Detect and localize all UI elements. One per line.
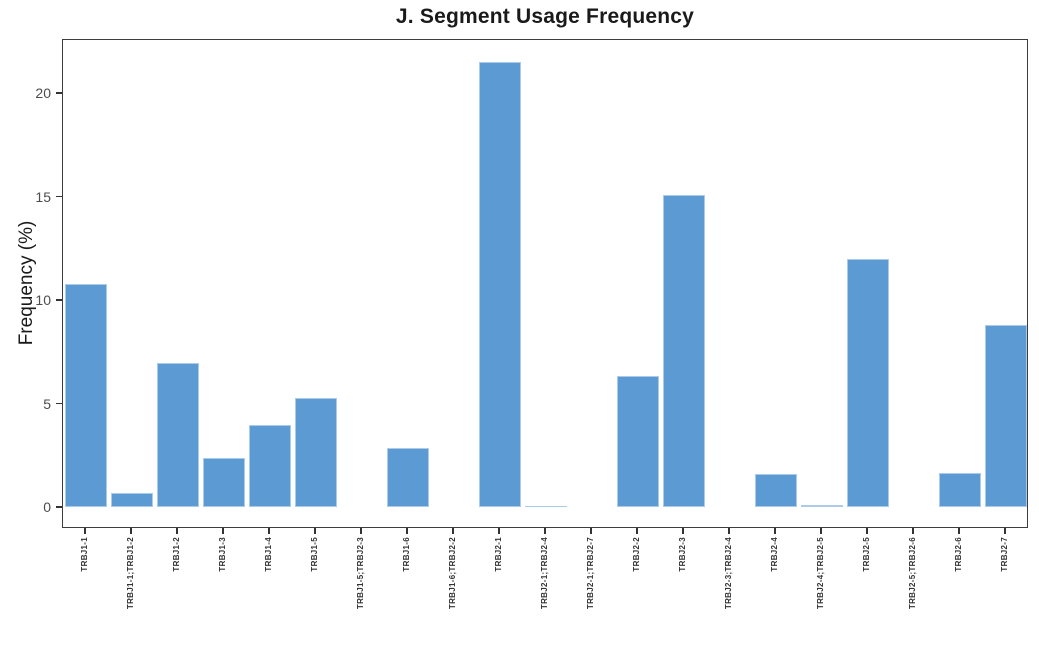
bar-TRBJ1-4 [249, 424, 291, 508]
x-tick-mark-TRBJ1-6 [406, 528, 408, 534]
x-tick-label-TRBJ1-5: TRBJ1-5 [309, 537, 319, 572]
x-tick-label-TRBJ1-6;TRBJ2-2: TRBJ1-6;TRBJ2-2 [447, 537, 457, 610]
x-tick-mark-TRBJ2-3 [682, 528, 684, 534]
x-tick-mark-TRBJ1-5;TRBJ2-3 [360, 528, 362, 534]
y-tick-label-5: 5 [43, 395, 51, 412]
y-tick-mark-10 [56, 299, 62, 301]
bar-TRBJ2-5 [847, 259, 889, 508]
x-tick-mark-TRBJ2-5;TRBJ2-6 [912, 528, 914, 534]
x-tick-mark-TRBJ2-3;TRBJ2-4 [728, 528, 730, 534]
x-tick-mark-TRBJ2-4 [774, 528, 776, 534]
chart-title: J. Segment Usage Frequency [395, 5, 695, 28]
bar-TRBJ2-4;TRBJ2-5 [801, 504, 843, 508]
x-tick-label-TRBJ2-3: TRBJ2-3 [677, 537, 687, 572]
x-tick-label-TRBJ2-1;TRBJ2-4: TRBJ2-1;TRBJ2-4 [539, 537, 549, 610]
y-tick-label-15: 15 [35, 188, 51, 205]
x-tick-mark-TRBJ1-3 [222, 528, 224, 534]
x-tick-mark-TRBJ2-1;TRBJ2-7 [590, 528, 592, 534]
x-tick-mark-TRBJ1-4 [268, 528, 270, 534]
y-tick-mark-20 [56, 92, 62, 94]
bar-TRBJ1-1;TRBJ1-2 [111, 492, 153, 508]
bar-TRBJ1-2 [157, 362, 199, 508]
y-tick-mark-15 [56, 195, 62, 198]
bar-TRBJ1-3 [203, 457, 245, 508]
x-tick-label-TRBJ2-3;TRBJ2-4: TRBJ2-3;TRBJ2-4 [723, 537, 733, 610]
y-tick-label-20: 20 [35, 85, 51, 101]
y-tick-label-10: 10 [35, 292, 51, 308]
x-tick-mark-TRBJ1-6;TRBJ2-2 [452, 528, 454, 534]
x-tick-label-TRBJ2-1;TRBJ2-7: TRBJ2-1;TRBJ2-7 [585, 537, 595, 610]
x-tick-label-TRBJ1-3: TRBJ1-3 [217, 537, 227, 572]
x-tick-label-TRBJ1-6: TRBJ1-6 [401, 537, 411, 572]
bar-TRBJ2-1 [479, 62, 521, 508]
x-tick-mark-TRBJ2-5 [866, 528, 868, 534]
y-tick-mark-0 [56, 506, 62, 508]
x-tick-label-TRBJ1-4: TRBJ1-4 [263, 537, 273, 572]
bar-TRBJ2-2 [617, 375, 659, 508]
bar-TRBJ1-5 [295, 397, 337, 508]
x-tick-label-TRBJ2-5: TRBJ2-5 [861, 537, 871, 572]
bar-TRBJ1-1 [65, 283, 107, 508]
plot-area [62, 39, 1028, 528]
x-tick-mark-TRBJ2-2 [636, 528, 638, 534]
bar-TRBJ1-6 [387, 448, 429, 508]
x-tick-mark-TRBJ1-1;TRBJ1-2 [130, 528, 132, 534]
x-tick-mark-TRBJ2-6 [958, 528, 960, 534]
y-tick-label-0: 0 [43, 499, 51, 515]
y-tick-mark-5 [56, 402, 62, 405]
x-tick-mark-TRBJ1-5 [314, 528, 316, 534]
x-tick-label-TRBJ1-5;TRBJ2-3: TRBJ1-5;TRBJ2-3 [355, 537, 365, 610]
x-tick-mark-TRBJ2-4;TRBJ2-5 [820, 528, 822, 534]
bar-TRBJ2-6 [939, 473, 981, 508]
x-tick-mark-TRBJ2-1 [498, 528, 500, 534]
x-tick-label-TRBJ2-2: TRBJ2-2 [631, 537, 641, 572]
x-tick-mark-TRBJ2-7 [1004, 528, 1006, 534]
bar-TRBJ2-7 [985, 325, 1027, 508]
x-tick-mark-TRBJ1-2 [176, 528, 178, 534]
bar-TRBJ2-1;TRBJ2-4 [525, 505, 567, 508]
x-tick-label-TRBJ2-4;TRBJ2-5: TRBJ2-4;TRBJ2-5 [815, 537, 825, 610]
bar-TRBJ2-4 [755, 474, 797, 508]
x-tick-label-TRBJ2-4: TRBJ2-4 [769, 537, 779, 572]
y-axis-title: Frequency (%) [16, 220, 37, 346]
x-tick-label-TRBJ2-1: TRBJ2-1 [493, 537, 503, 572]
x-tick-label-TRBJ1-1: TRBJ1-1 [79, 537, 89, 572]
bar-TRBJ2-3 [663, 194, 705, 508]
x-tick-label-TRBJ2-7: TRBJ2-7 [999, 537, 1009, 572]
x-tick-mark-TRBJ2-1;TRBJ2-4 [544, 528, 546, 534]
x-tick-label-TRBJ1-1;TRBJ1-2: TRBJ1-1;TRBJ1-2 [125, 537, 135, 610]
x-tick-mark-TRBJ1-1 [84, 528, 86, 534]
x-tick-label-TRBJ2-6: TRBJ2-6 [953, 537, 963, 572]
x-tick-label-TRBJ1-2: TRBJ1-2 [171, 537, 181, 572]
x-tick-label-TRBJ2-5;TRBJ2-6: TRBJ2-5;TRBJ2-6 [907, 537, 917, 610]
